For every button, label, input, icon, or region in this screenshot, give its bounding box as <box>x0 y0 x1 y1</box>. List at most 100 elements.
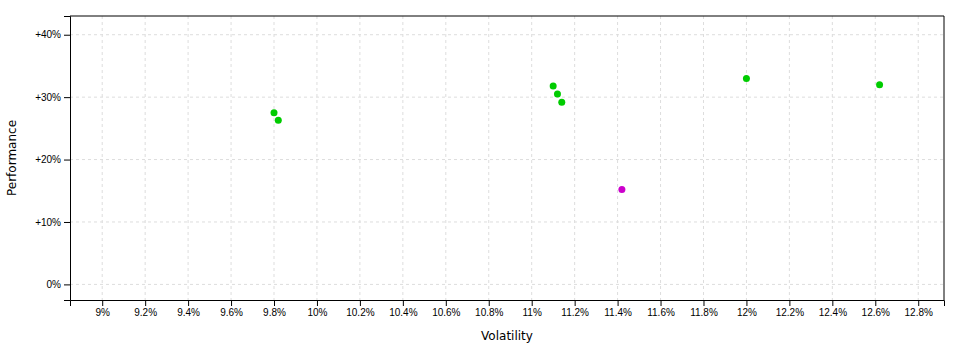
tick-mark <box>102 300 103 306</box>
tick-mark <box>360 300 361 306</box>
grid-line <box>70 221 944 222</box>
grid-line <box>231 16 232 300</box>
tick: 12.8% <box>905 300 933 318</box>
grid-line <box>145 16 146 300</box>
point <box>618 186 625 193</box>
grid-line <box>488 16 489 300</box>
grid-line <box>70 34 944 35</box>
tick-mark <box>145 300 146 306</box>
tick-label: +10% <box>35 217 61 228</box>
grid <box>70 16 944 300</box>
grid-line <box>402 16 403 300</box>
tick-label: 9.4% <box>177 307 200 318</box>
tick: 10.2% <box>346 300 374 318</box>
point <box>271 109 278 116</box>
grid-line <box>531 16 532 300</box>
grid-line <box>70 284 944 285</box>
frame <box>70 16 944 17</box>
tick-label: 0% <box>47 279 62 290</box>
tick: 12.6% <box>862 300 890 318</box>
tick-label: 10% <box>307 307 327 318</box>
point <box>554 91 561 98</box>
tick: 11.2% <box>561 300 589 318</box>
y-axis: 0% +10% +20% +30% +40% <box>35 17 70 301</box>
tick: +20% <box>35 154 70 165</box>
tick-label: +20% <box>35 154 61 165</box>
grid-line <box>660 16 661 300</box>
tick: 9.2% <box>134 300 157 318</box>
tick-label: 10.6% <box>432 307 460 318</box>
tick-mark <box>274 300 275 306</box>
grid-line <box>274 16 275 300</box>
grid-line <box>102 16 103 300</box>
tick-mark <box>875 300 876 306</box>
axis-line <box>71 301 945 307</box>
tick-mark <box>918 300 919 306</box>
grid-line <box>832 16 833 300</box>
tick-label: 9.2% <box>134 307 157 318</box>
grid-line <box>70 97 944 98</box>
frame <box>944 16 945 300</box>
tick: 9.6% <box>220 300 243 318</box>
tick: +10% <box>35 217 70 228</box>
point <box>876 81 883 88</box>
tick-mark <box>746 300 747 306</box>
tick: 11.4% <box>604 300 632 318</box>
grid-line <box>703 16 704 300</box>
tick-label: 11% <box>523 307 542 318</box>
x-axis: 9%9.2%9.4%9.6%9.8%10%10.2%10.4%10.6%10.8… <box>71 300 945 318</box>
tick-mark <box>703 300 704 306</box>
grid-line <box>918 16 919 300</box>
tick: 9.4% <box>177 300 200 318</box>
tick-label: +40% <box>35 29 61 40</box>
tick-mark <box>575 300 576 306</box>
tick-label: 9.6% <box>220 307 243 318</box>
axis-line <box>64 17 71 301</box>
grid-line <box>359 16 360 300</box>
tick-mark <box>64 284 70 285</box>
grid-line <box>875 16 876 300</box>
grid-line <box>746 16 747 300</box>
point <box>743 75 750 82</box>
tick: 11.6% <box>647 300 675 318</box>
tick: +40% <box>35 29 70 40</box>
tick: 9% <box>95 300 110 318</box>
tick-label: 9% <box>95 307 110 318</box>
tick: 10.8% <box>475 300 503 318</box>
tick-mark <box>231 300 232 306</box>
grid-line <box>188 16 189 300</box>
tick-mark <box>64 35 70 36</box>
tick-label: 12.2% <box>776 307 804 318</box>
tick-mark <box>618 300 619 306</box>
tick: 12% <box>737 300 757 318</box>
tick-label: 12.4% <box>819 307 847 318</box>
tick-label: 9.8% <box>263 307 286 318</box>
grid-line <box>70 159 944 160</box>
y-axis-title: Performance <box>5 120 19 196</box>
tick-label: 12% <box>737 307 757 318</box>
grid-line <box>316 16 317 300</box>
grid-line <box>445 16 446 300</box>
point <box>558 99 565 106</box>
tick-mark <box>661 300 662 306</box>
tick-mark <box>832 300 833 306</box>
tick: 11% <box>523 300 542 318</box>
tick-label: 12.6% <box>862 307 890 318</box>
tick-label: 11.8% <box>690 307 718 318</box>
tick-mark <box>64 222 70 223</box>
tick-mark <box>317 300 318 306</box>
tick-label: 11.6% <box>647 307 675 318</box>
tick: +30% <box>35 92 70 103</box>
tick-mark <box>64 160 70 161</box>
tick-mark <box>64 97 70 98</box>
tick-label: 10.8% <box>475 307 503 318</box>
grid-line <box>574 16 575 300</box>
tick: 10.6% <box>432 300 460 318</box>
chart: 9%9.2%9.4%9.6%9.8%10%10.2%10.4%10.6%10.8… <box>0 0 966 350</box>
tick-mark <box>188 300 189 306</box>
tick-label: 11.4% <box>604 307 632 318</box>
tick: 9.8% <box>263 300 286 318</box>
grid-line <box>617 16 618 300</box>
series <box>271 75 884 124</box>
tick: 10% <box>307 300 327 318</box>
